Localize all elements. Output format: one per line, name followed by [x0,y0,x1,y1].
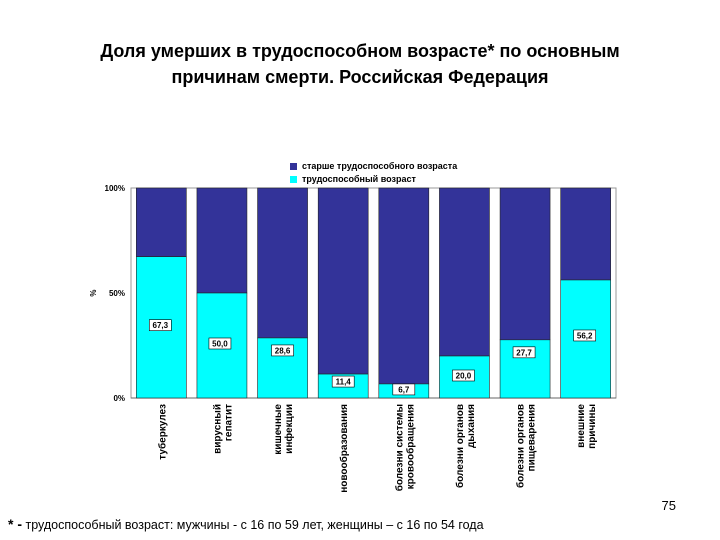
bar-older [560,187,611,281]
category-label: гепатит [223,404,234,441]
data-label: 28,6 [275,346,291,355]
bar-older [136,187,187,257]
data-label-box [452,369,475,382]
legend-swatch-working [290,176,297,183]
bar-older [196,187,248,294]
data-label: 56,2 [577,331,593,340]
category-label: болезни системы [393,404,405,491]
category-label: туберкулез [156,404,168,460]
y-tick-label: 100% [105,184,125,193]
data-label: 6,7 [398,385,410,394]
footnote-marker: * - [8,516,22,532]
data-label-box [512,346,536,359]
bar-older [499,187,551,341]
bar-older [317,187,369,375]
title-line-2: причинам смерти. Российская Федерация [171,67,549,87]
data-label-box [392,383,416,396]
chart-legend: старше трудоспособного возраста трудоспо… [290,160,457,186]
category-label: инфекции [283,404,295,454]
data-label-box [331,375,355,388]
page-number: 75 [661,498,676,513]
data-label: 20,0 [456,372,472,381]
legend-entry-working: трудоспособный возраст [290,173,457,186]
category-label: болезни органов [515,404,527,488]
bar-older [257,187,308,339]
category-label: вирусный [212,404,223,454]
footnote: * - трудоспособный возраст: мужчины - с … [8,516,484,532]
data-label: 67,3 [153,321,169,330]
data-label-box [208,337,232,350]
y-axis-label: % [89,289,98,296]
category-label: кишечные [273,404,284,455]
data-label-box [573,329,596,342]
category-label: новообразования [338,404,350,493]
category-label: кровообращения [404,404,416,489]
legend-label-older: старше трудоспособного возраста [302,161,458,171]
bar-older [378,187,430,385]
legend-entry-older: старше трудоспособного возраста [290,160,457,173]
legend-label-working: трудоспособный возраст [302,174,416,184]
category-label: причины [587,404,598,449]
title-line-1: Доля умерших в трудоспособном возрасте* … [100,41,620,61]
category-label: пищеварения [527,404,538,472]
legend-swatch-older [290,163,297,170]
bar-older [439,187,490,357]
chart-title: Доля умерших в трудоспособном возрасте* … [40,38,680,90]
category-label: дыхания [466,404,477,448]
y-tick-label: 0% [113,394,125,403]
category-label: внешние [576,404,587,448]
data-label: 11,4 [336,378,352,387]
footnote-text: трудоспособный возраст: мужчины - с 16 п… [25,518,484,532]
data-label-box [149,319,172,331]
data-label: 27,7 [516,348,532,357]
y-tick-label: 50% [109,289,125,298]
category-label: болезни органов [454,404,466,488]
data-label-box [271,344,294,357]
data-label: 50,0 [212,340,228,349]
